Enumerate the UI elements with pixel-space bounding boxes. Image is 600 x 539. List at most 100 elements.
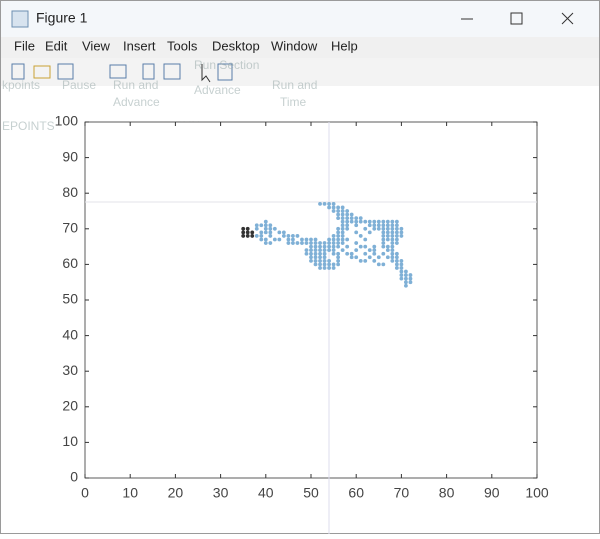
property-icon[interactable] — [217, 63, 233, 81]
menu-item[interactable]: Window — [271, 38, 318, 53]
x-tick-label: 70 — [394, 485, 410, 501]
scatter-point — [399, 276, 404, 281]
scatter-point — [376, 223, 381, 228]
scatter-point — [390, 223, 395, 228]
open-icon[interactable] — [33, 65, 51, 79]
scatter-point — [318, 251, 322, 256]
scatter-point — [390, 255, 395, 260]
scatter-point — [404, 280, 408, 285]
scatter-point — [358, 234, 363, 238]
scatter-point — [327, 241, 331, 245]
scatter-point — [372, 219, 377, 224]
insert-icon[interactable] — [163, 63, 181, 80]
scatter-point — [349, 255, 354, 260]
ghost-text: kpoints — [2, 78, 40, 92]
scatter-point — [340, 226, 345, 231]
scatter-point — [322, 255, 327, 260]
print-icon[interactable] — [109, 64, 127, 79]
scatter-point — [385, 255, 390, 260]
scatter-point — [313, 255, 318, 260]
menu-item[interactable]: Tools — [167, 38, 198, 53]
menu-item[interactable]: Insert — [123, 38, 156, 53]
scatter-point — [309, 241, 313, 245]
scatter-point — [354, 230, 359, 235]
x-tick-label: 30 — [213, 485, 229, 501]
scatter-point — [331, 241, 336, 245]
new-icon[interactable] — [11, 63, 25, 80]
save-icon[interactable] — [57, 63, 74, 80]
scatter-point — [309, 237, 313, 242]
scatter-point — [259, 237, 264, 242]
link-icon[interactable] — [142, 63, 155, 80]
y-tick-label: 100 — [55, 113, 79, 129]
scatter-point — [304, 237, 309, 242]
scatter-point — [268, 241, 273, 245]
toolbar-icons — [11, 63, 233, 83]
scatter-point — [345, 251, 350, 256]
scatter-point — [345, 223, 350, 228]
scatter-point — [385, 234, 390, 238]
scatter-point — [354, 241, 359, 245]
pointer-icon[interactable] — [201, 64, 211, 83]
scatter-point — [295, 234, 300, 238]
scatter-point — [340, 237, 345, 242]
scatter-point — [390, 258, 395, 263]
scatter-point — [394, 226, 399, 231]
axes-box — [84, 121, 538, 479]
y-tick-label: 20 — [62, 398, 78, 414]
scatter-point — [313, 262, 318, 267]
scatter-point — [372, 258, 377, 263]
close-button[interactable] — [561, 12, 574, 25]
scatter-point — [318, 248, 322, 253]
scatter-point — [385, 219, 390, 224]
scatter-point — [404, 273, 408, 277]
scatter-point — [385, 226, 390, 231]
scatter-point — [313, 244, 318, 249]
scatter-point — [281, 234, 286, 238]
scatter-point — [327, 266, 331, 270]
scatter-point — [336, 209, 341, 213]
scatter-point — [345, 216, 350, 221]
scatter-point — [336, 244, 341, 249]
scatter-point — [381, 234, 386, 238]
scatter-point — [322, 262, 327, 267]
ghost-text: Run Section — [194, 58, 259, 72]
maximize-button[interactable] — [510, 12, 523, 25]
scatter-point — [399, 258, 404, 263]
y-tick-label: 90 — [62, 148, 78, 164]
scatter-point — [358, 244, 363, 249]
scatter-point — [327, 201, 331, 206]
menu-item[interactable]: Edit — [45, 38, 68, 53]
scatter-point — [336, 251, 341, 256]
scatter-point — [313, 248, 318, 253]
menu-item[interactable]: View — [82, 38, 111, 53]
scatter-point — [272, 226, 277, 231]
scatter-point — [399, 266, 404, 270]
scatter-point — [286, 234, 291, 238]
scatter-point — [313, 241, 318, 245]
scatter-point — [336, 230, 341, 235]
menu-item[interactable]: Help — [331, 38, 358, 53]
scatter-point — [241, 230, 246, 235]
scatter-point — [367, 219, 372, 224]
scatter-point — [250, 234, 255, 238]
scatter-point — [268, 223, 273, 228]
scatter-point — [340, 212, 345, 217]
app-icon — [11, 10, 29, 28]
menu-item[interactable]: Desktop — [212, 38, 260, 53]
scatter-point — [354, 219, 359, 224]
scatter-point — [336, 205, 341, 210]
plot: 0 10 20 30 40 50 60 70 80 90 100 0 10 20 30 40 50 60 70 80 9… — [55, 113, 549, 501]
scatter-point — [254, 223, 259, 228]
y-tick-label: 50 — [62, 291, 78, 307]
scatter-point — [263, 219, 268, 224]
x-tick-label: 60 — [348, 485, 364, 501]
scatter-point — [399, 226, 404, 231]
scatter-point — [300, 237, 304, 242]
scatter-point — [309, 251, 313, 256]
menu-item[interactable]: File — [14, 38, 35, 53]
scatter-point — [363, 251, 368, 256]
scatter-point — [408, 280, 413, 285]
x-tick-label: 80 — [439, 485, 455, 501]
scatter-point — [263, 241, 268, 245]
